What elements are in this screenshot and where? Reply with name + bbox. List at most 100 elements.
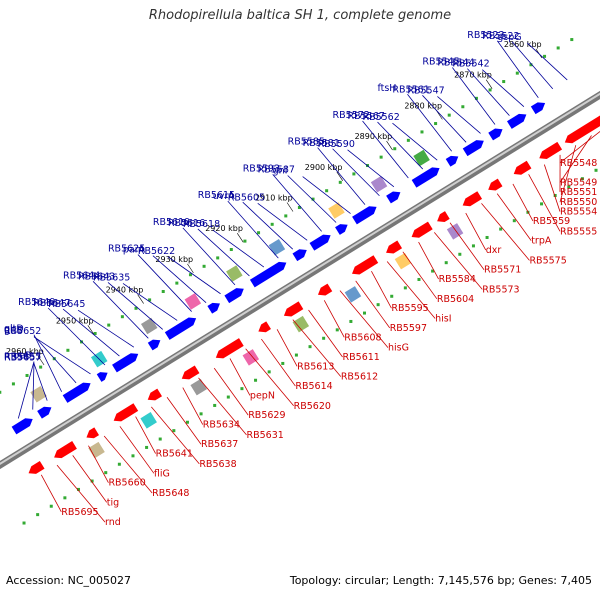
reverse-gene-label[interactable]: RB5641: [156, 449, 193, 460]
forward-gene-label[interactable]: RB5619: [153, 217, 190, 228]
forward-gene-label[interactable]: RB5561: [392, 84, 429, 95]
ruler-outer-dot: [515, 71, 519, 75]
forward-gene-label[interactable]: RB5585: [288, 137, 325, 148]
forward-gene-label[interactable]: RB5616: [168, 218, 205, 229]
reverse-gene-label[interactable]: RB5548: [560, 158, 597, 169]
forward-gene-label[interactable]: RB5657: [4, 353, 41, 364]
reverse-gene-label[interactable]: RB5637: [201, 439, 238, 450]
forward-gene-label[interactable]: RB5544: [437, 58, 474, 69]
reverse-gene-label[interactable]: RB5559: [533, 216, 570, 227]
ruler-outer-dot: [66, 348, 70, 352]
reverse-gene-label[interactable]: RB5575: [529, 255, 566, 266]
gene-leader-line: [166, 396, 202, 445]
ruler-tick: [137, 294, 144, 304]
ruler-outer-dot: [461, 105, 465, 109]
forward-gene-arrow: [445, 155, 459, 167]
forward-gene-label[interactable]: ftsH: [377, 83, 396, 94]
reverse-gene-label[interactable]: RB5634: [203, 420, 240, 431]
reverse-gene-label[interactable]: RB5648: [152, 488, 189, 499]
ruler-tick-label: 2860 kbp: [504, 40, 542, 49]
reverse-gene-label[interactable]: RB5555: [560, 226, 597, 237]
forward-gene-label[interactable]: RB5572: [333, 110, 370, 121]
ruler-inner-dot: [281, 361, 285, 365]
forward-gene-label[interactable]: RB5581: [303, 138, 340, 149]
reverse-gene-label[interactable]: RB5620: [294, 401, 331, 412]
reverse-gene-label[interactable]: pepN: [250, 390, 275, 401]
forward-gene-label[interactable]: RB5643: [78, 271, 115, 282]
reverse-gene-label[interactable]: RB5631: [246, 430, 283, 441]
reverse-gene-label[interactable]: hisI: [435, 314, 451, 325]
forward-gene-label[interactable]: RB5542: [452, 59, 489, 70]
forward-gene-label[interactable]: moeB: [4, 350, 31, 361]
ruler-inner-dot: [403, 286, 407, 290]
reverse-gene-label[interactable]: RB5584: [439, 274, 476, 285]
forward-gene-label[interactable]: RB5523: [467, 30, 504, 41]
reverse-gene-label[interactable]: RB5608: [344, 332, 381, 343]
reverse-gene-label[interactable]: RB5551: [560, 187, 597, 198]
forward-gene-label[interactable]: RB5618: [183, 219, 220, 230]
reverse-gene-label[interactable]: tig: [107, 497, 119, 508]
reverse-gene-label[interactable]: RB5597: [390, 323, 427, 334]
reverse-gene-label[interactable]: RB5613: [297, 361, 334, 372]
forward-gene-label[interactable]: RB5655: [4, 352, 41, 363]
reverse-gene-label[interactable]: RB5612: [341, 372, 378, 383]
ruler-inner-dot: [104, 471, 108, 475]
gene-leader-line: [152, 255, 207, 303]
reverse-gene-label[interactable]: fliG: [154, 468, 170, 479]
reverse-gene-label[interactable]: trpA: [531, 236, 552, 247]
forward-gene-label[interactable]: gltD: [4, 324, 24, 335]
forward-gene-label[interactable]: RB5615: [198, 190, 235, 201]
forward-gene-label[interactable]: parA: [123, 245, 146, 256]
forward-gene-label[interactable]: RB5522: [482, 31, 519, 42]
reverse-gene-label[interactable]: RB5614: [295, 381, 332, 392]
reverse-gene-label[interactable]: RB5604: [437, 294, 474, 305]
gene-leader-line: [33, 336, 91, 375]
forward-gene-arrow: [164, 317, 197, 340]
forward-gene-label[interactable]: RB5645: [48, 299, 85, 310]
reverse-gene-label[interactable]: rnd: [105, 517, 121, 528]
reverse-gene-label[interactable]: RB5611: [343, 352, 380, 363]
reverse-gene-label[interactable]: RB5549: [560, 177, 597, 188]
forward-gene-label[interactable]: RB5647: [33, 298, 70, 309]
ruler-outer-dot: [93, 331, 97, 335]
forward-gene-label[interactable]: RB5644: [63, 270, 100, 281]
forward-gene-label[interactable]: RB5547: [407, 85, 444, 96]
gene-leader-line: [496, 193, 532, 241]
forward-gene-label[interactable]: RB5590: [318, 139, 355, 150]
forward-gene-label[interactable]: RB5593: [243, 163, 280, 174]
forward-gene-label[interactable]: gltB: [4, 325, 23, 336]
reverse-gene-label[interactable]: RB5660: [108, 478, 145, 489]
reverse-gene-label[interactable]: RB5629: [248, 410, 285, 421]
forward-gene-label[interactable]: RB5587: [258, 164, 295, 175]
gene-leader-line: [272, 174, 322, 232]
forward-gene-label[interactable]: RB5635: [93, 272, 130, 283]
forward-gene-label[interactable]: gnl: [273, 166, 288, 177]
reverse-gene-label[interactable]: RB5571: [484, 265, 521, 276]
forward-gene-label[interactable]: RB5567: [348, 111, 385, 122]
forward-gene-label[interactable]: RB5622: [138, 246, 175, 257]
forward-gene-label[interactable]: uvrA: [213, 191, 236, 202]
forward-gene-label[interactable]: RB5649: [18, 297, 55, 308]
forward-gene-arrow: [292, 249, 307, 262]
reverse-gene-label[interactable]: RB5695: [61, 507, 98, 518]
forward-gene-label[interactable]: RB5562: [362, 112, 399, 123]
forward-gene-label[interactable]: RB5545: [422, 57, 459, 68]
reverse-gene-label[interactable]: dxr: [486, 245, 502, 256]
forward-gene-label[interactable]: RB5605: [228, 192, 265, 203]
reverse-gene-label[interactable]: RB5638: [199, 459, 236, 470]
ruler-outer-dot: [338, 180, 342, 184]
forward-gene-label[interactable]: RB5625: [108, 244, 145, 255]
gene-leader-line: [465, 212, 487, 251]
reverse-gene-label[interactable]: RB5595: [391, 303, 428, 314]
gene-leader-line: [257, 202, 308, 241]
reverse-gene-label[interactable]: RB5573: [482, 284, 519, 295]
forward-gene-label[interactable]: gspG: [497, 32, 521, 43]
forward-gene-label[interactable]: RB5652: [4, 326, 41, 337]
reverse-gene-arrow: [411, 221, 433, 238]
reverse-gene-label[interactable]: RB5550: [560, 197, 597, 208]
ruler-inner-dot: [254, 378, 258, 382]
reverse-gene-label[interactable]: RB5554: [560, 207, 597, 218]
ruler-inner-dot: [431, 269, 435, 273]
reverse-gene-label[interactable]: hisG: [388, 343, 409, 354]
